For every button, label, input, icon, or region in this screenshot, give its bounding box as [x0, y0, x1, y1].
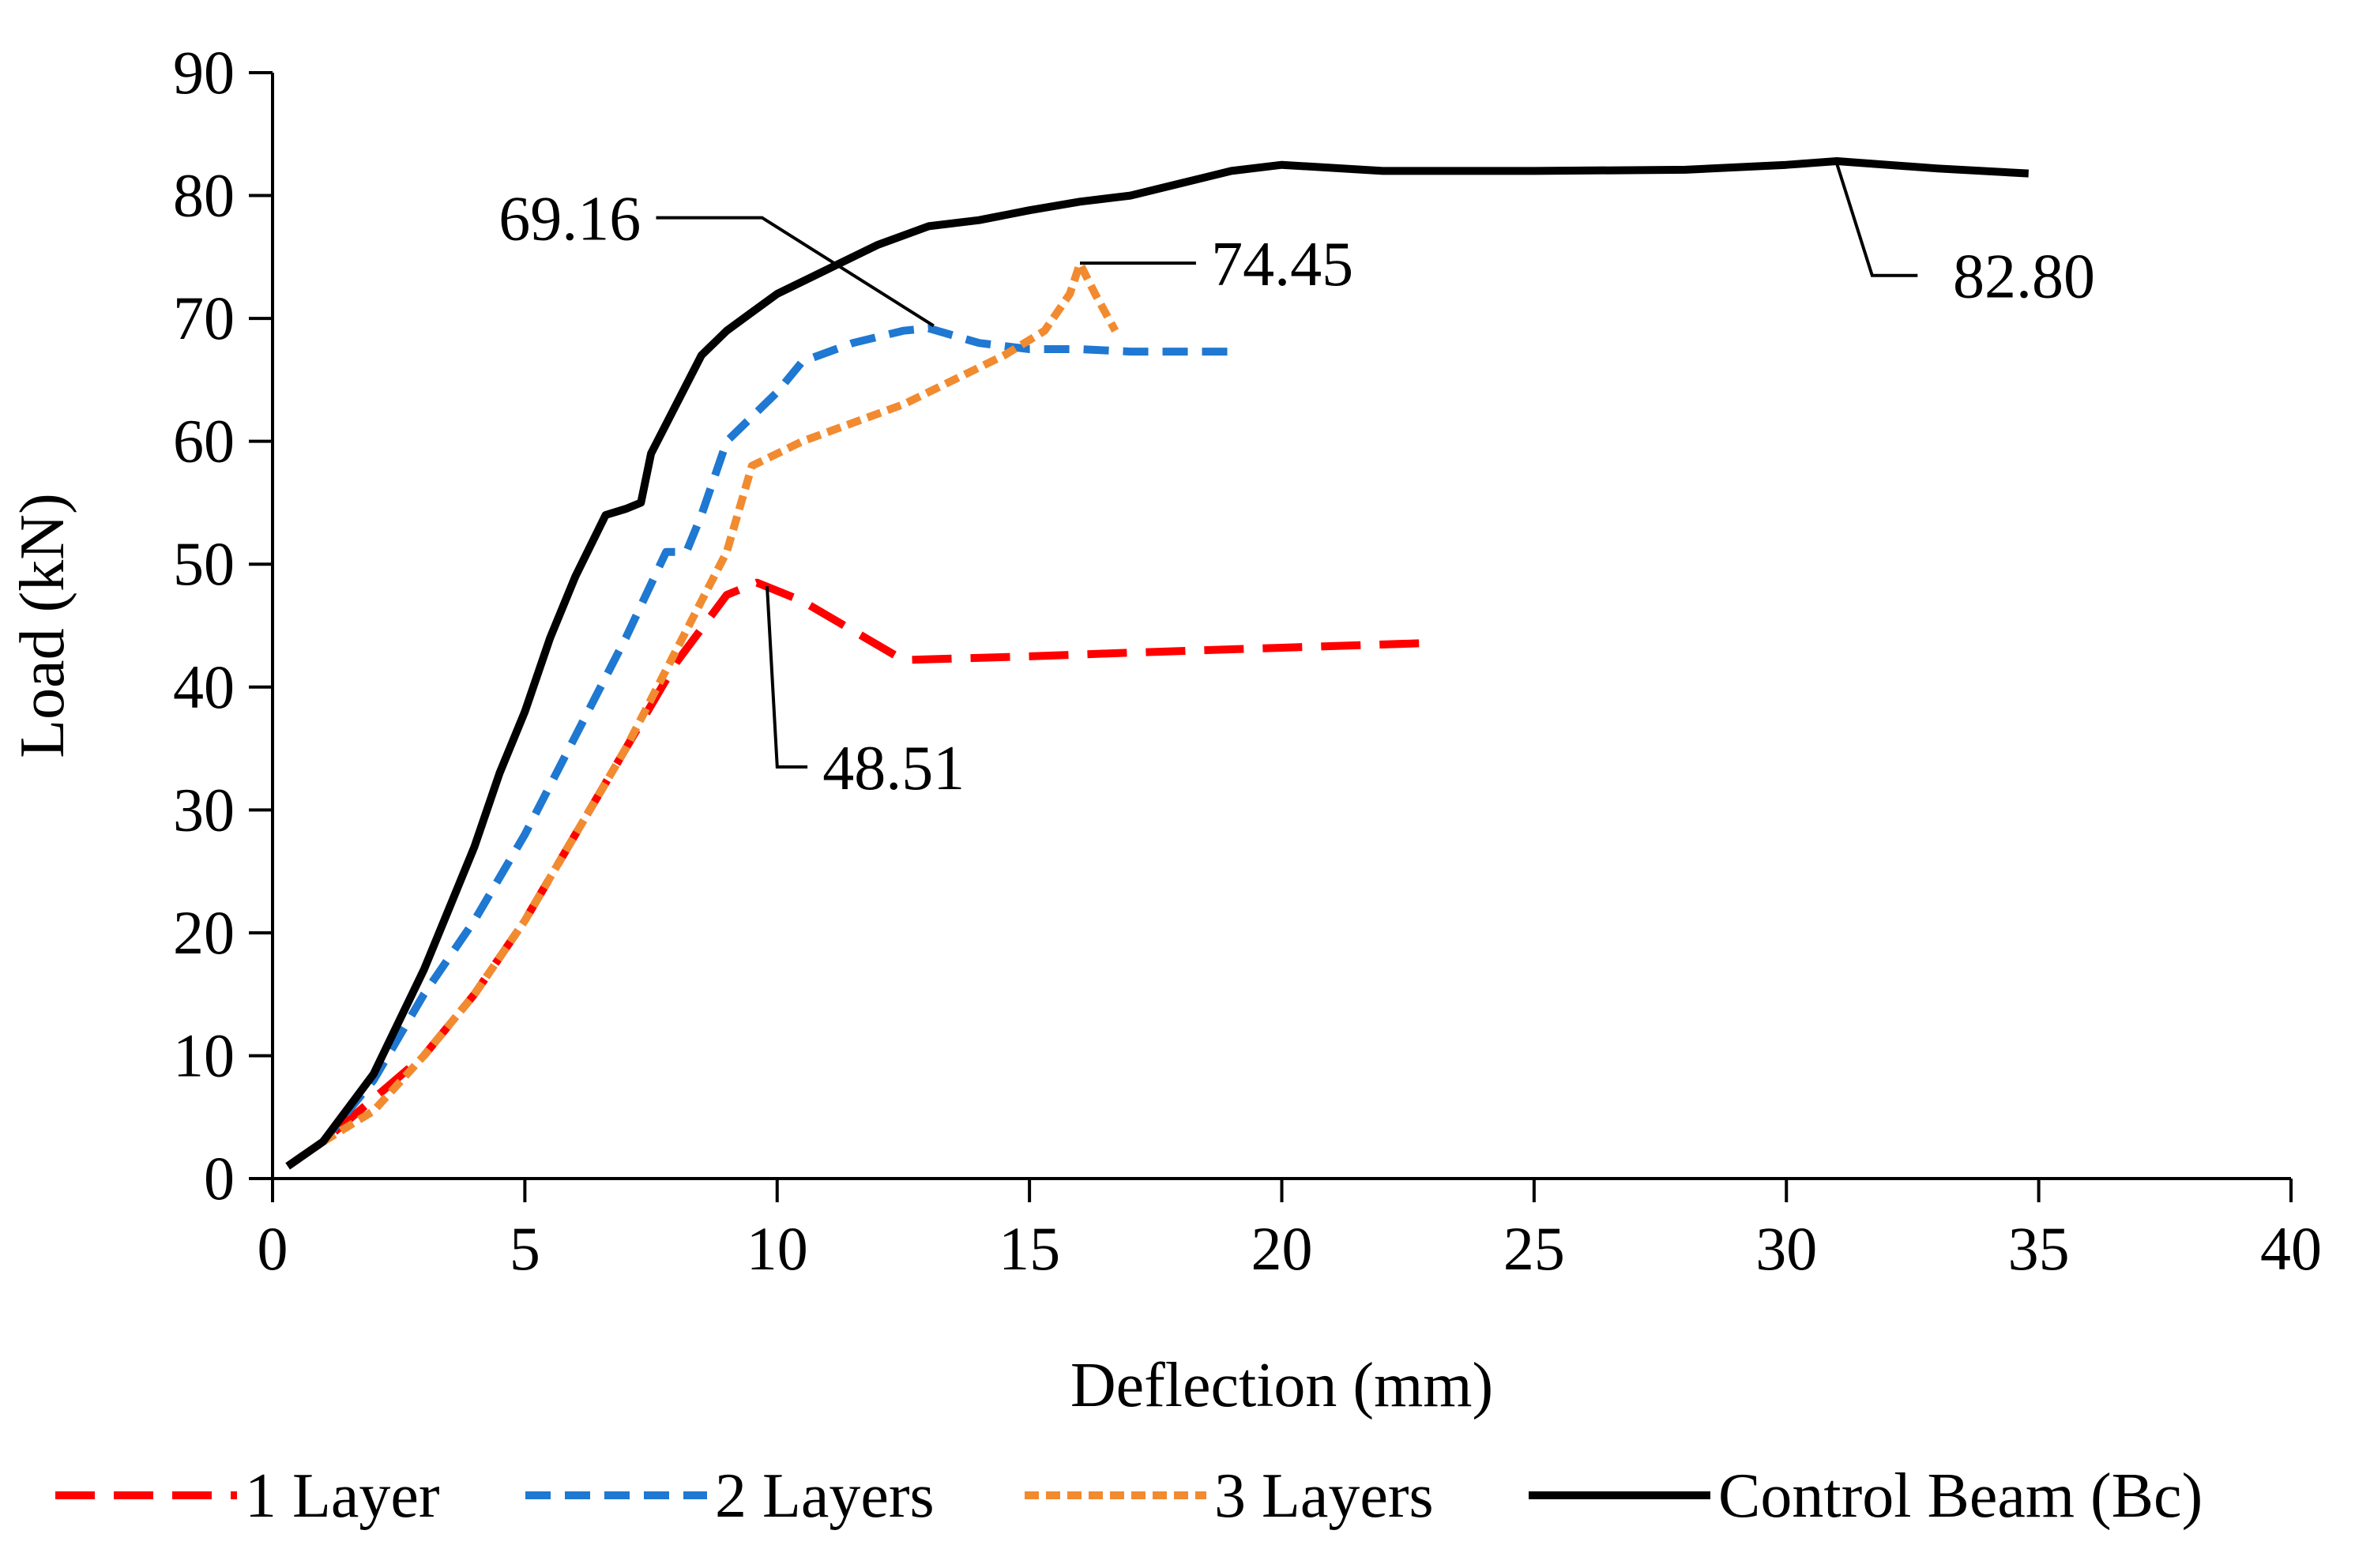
y-tick-label: 50 — [173, 529, 235, 598]
annotation-label-4: 48.51 — [822, 734, 965, 803]
series-layer — [285, 157, 2030, 1170]
annotation-label-1: 69.16 — [498, 185, 641, 254]
x-tick-label: 30 — [1755, 1214, 1817, 1283]
annotation-label-2: 74.45 — [1211, 230, 1353, 299]
x-tick-label: 0 — [258, 1214, 288, 1283]
series-line-2 — [285, 324, 1232, 1170]
x-tick-label: 40 — [2260, 1214, 2322, 1283]
legend: 1 Layer 2 Layers 3 Layers Control Beam (Bc) — [55, 1461, 2203, 1531]
annotation-layer: 69.16 74.45 82.80 48.51 — [498, 163, 2095, 803]
y-tick-label: 40 — [173, 652, 235, 721]
x-tick-label: 20 — [1251, 1214, 1313, 1283]
y-tick-label: 90 — [173, 38, 235, 107]
x-ticks: 0 5 10 15 20 25 30 35 40 — [258, 1179, 2322, 1283]
legend-label-3: 3 Layers — [1214, 1461, 1434, 1531]
y-tick-label: 0 — [204, 1144, 235, 1213]
y-ticks: 0 10 20 30 40 50 60 70 80 90 — [173, 38, 273, 1213]
x-tick-label: 5 — [510, 1214, 540, 1283]
y-tick-label: 70 — [173, 284, 235, 352]
annotation-leader-3 — [1835, 163, 1918, 277]
y-tick-label: 20 — [173, 898, 235, 967]
y-tick-label: 10 — [173, 1021, 235, 1089]
x-tick-label: 15 — [999, 1214, 1060, 1283]
y-tick-label: 60 — [173, 407, 235, 476]
legend-label-4: Control Beam (Bc) — [1718, 1461, 2203, 1531]
annotation-leader-1 — [656, 216, 935, 328]
series-line-4 — [285, 157, 2030, 1170]
x-axis-title: Deflection (mm) — [1070, 1351, 1493, 1420]
x-tick-label: 10 — [747, 1214, 808, 1283]
x-tick-label: 25 — [1503, 1214, 1565, 1283]
y-tick-label: 30 — [173, 775, 235, 844]
legend-label-2: 2 Layers — [715, 1461, 935, 1531]
y-tick-label: 80 — [173, 161, 235, 230]
axes: 0 10 20 30 40 50 60 70 80 90 0 5 10 15 20 25 30 35 40 — [173, 38, 2322, 1283]
annotation-label-3: 82.80 — [1953, 243, 2095, 312]
x-tick-label: 35 — [2008, 1214, 2070, 1283]
y-axis-title: Load (kN) — [8, 493, 77, 758]
annotation-leader-4 — [766, 586, 808, 769]
legend-label-1: 1 Layer — [245, 1461, 440, 1531]
series-line-3 — [285, 259, 1119, 1170]
